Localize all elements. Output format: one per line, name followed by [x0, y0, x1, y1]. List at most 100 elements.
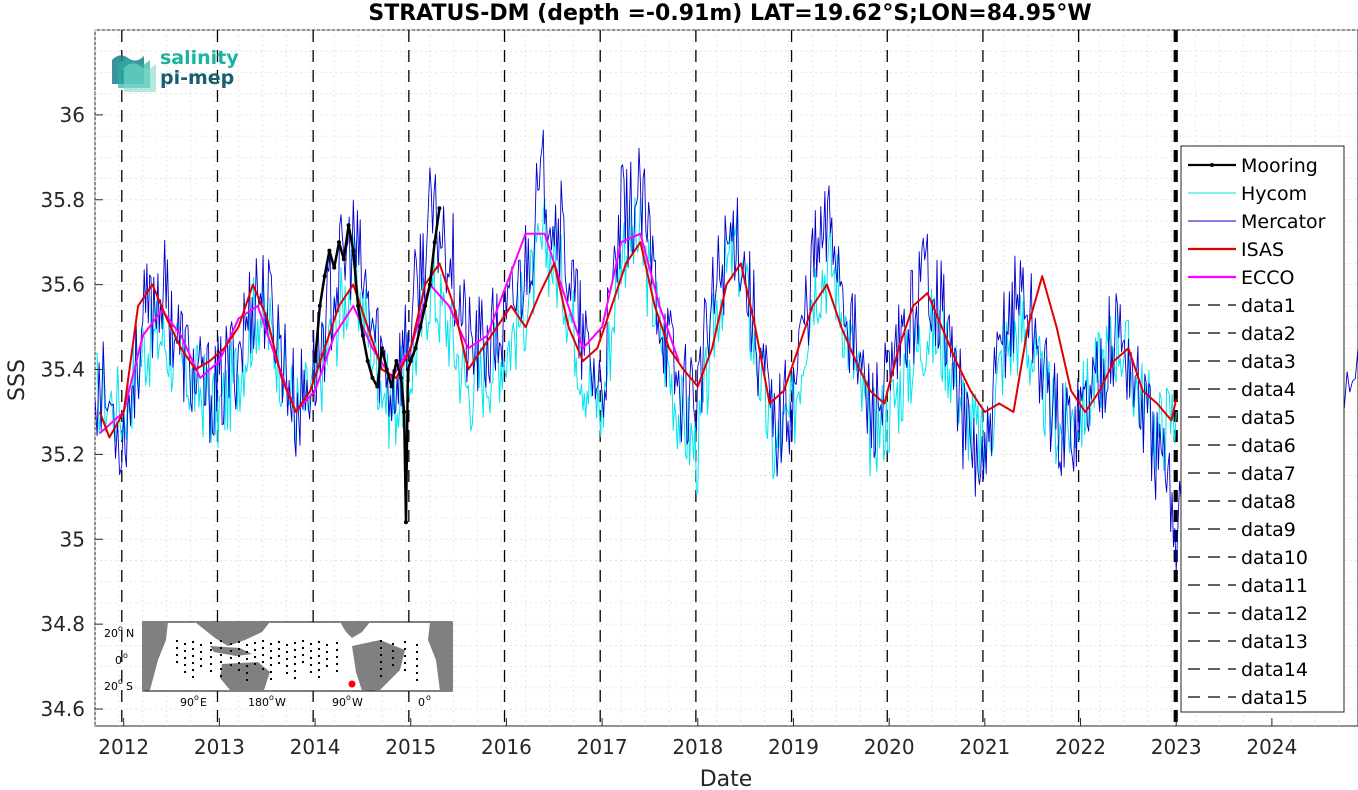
inset-dot [270, 671, 272, 673]
inset-dot [254, 656, 256, 658]
inset-land-australia [220, 662, 270, 690]
legend-label-data11: data11 [1241, 575, 1308, 597]
legend-label-mercator: Mercator [1241, 211, 1326, 233]
legend-label-data9: data9 [1241, 519, 1296, 541]
inset-dot [192, 641, 194, 643]
inset-dot [380, 654, 382, 656]
x-tick-label: 2015 [385, 735, 436, 759]
legend-label-data8: data8 [1241, 491, 1296, 513]
inset-land-asia [195, 622, 270, 646]
inset-dot [278, 641, 280, 643]
inset-dot [392, 650, 394, 652]
mooring-point [399, 376, 404, 380]
mooring-point [413, 346, 418, 351]
inset-dot [192, 648, 194, 650]
inset-dot [254, 663, 256, 665]
inset-dot [262, 668, 264, 670]
mooring-point [341, 257, 346, 262]
inset-dot [416, 658, 418, 660]
inset-dot [200, 665, 202, 667]
x-tick-label: 2012 [98, 735, 149, 759]
inset-dot [336, 670, 338, 672]
mooring-point [375, 384, 380, 389]
inset-lat-0: 0 [115, 654, 122, 667]
inset-dot [270, 664, 272, 666]
inset-dot [326, 658, 328, 660]
inset-dot [310, 664, 312, 666]
inset-lon-w2: W [352, 696, 363, 709]
inset-dot [416, 665, 418, 667]
x-tick-label: 2022 [1055, 735, 1106, 759]
inset-dot [392, 657, 394, 659]
x-tick-label: 2014 [290, 735, 341, 759]
inset-dot [380, 647, 382, 649]
legend-mooring-dot [1210, 163, 1214, 167]
inset-dot [326, 651, 328, 653]
inset-dot [238, 669, 240, 671]
inset-dot [326, 665, 328, 667]
x-tick-label: 2016 [481, 735, 532, 759]
inset-dot [238, 641, 240, 643]
mooring-point [356, 303, 361, 308]
mooring-point [380, 346, 385, 351]
inset-dot [278, 655, 280, 657]
x-tick-label: 2019 [768, 735, 819, 759]
inset-dot [230, 650, 232, 652]
inset-dot [210, 663, 212, 665]
inset-dot [404, 641, 406, 643]
x-tick-label: 2017 [577, 735, 628, 759]
inset-dot [220, 675, 222, 677]
inset-lon-e: E [200, 696, 207, 709]
inset-dot [200, 658, 202, 660]
mooring-point [360, 333, 365, 338]
inset-dot [286, 658, 288, 660]
x-tick-label: 2013 [194, 735, 245, 759]
x-tick-label: 2023 [1151, 735, 1202, 759]
inset-dot [210, 642, 212, 644]
inset-dot [404, 662, 406, 664]
series-line-isas [98, 241, 1178, 439]
inset-dot [230, 664, 232, 666]
legend-label-data3: data3 [1241, 351, 1296, 373]
inset-dot [286, 651, 288, 653]
inset-lat-20s-sup: o [118, 677, 123, 686]
inset-dot [210, 656, 212, 658]
inset-lat-s: S [126, 680, 133, 693]
mooring-point [384, 367, 389, 372]
y-axis-ticks: 34.6 34.8 35 35.2 35.4 35.6 35.8 36 [40, 103, 103, 721]
inset-dot [246, 672, 248, 674]
inset-dot [192, 676, 194, 678]
inset-dot [192, 662, 194, 664]
inset-dot [184, 643, 186, 645]
inset-dot [220, 661, 222, 663]
inset-dot [220, 668, 222, 670]
inset-dot [246, 679, 248, 681]
inset-dot [270, 643, 272, 645]
inset-dot [176, 661, 178, 663]
legend-label-isas: ISAS [1241, 239, 1284, 261]
inset-dot [380, 675, 382, 677]
legend-label-ecco: ECCO [1241, 267, 1295, 289]
inset-dot [246, 658, 248, 660]
inset-dot [318, 655, 320, 657]
mooring-point [437, 206, 442, 211]
inset-dot [294, 670, 296, 672]
mooring-point [394, 359, 399, 364]
inset-dot [210, 670, 212, 672]
legend-label-mooring: Mooring [1241, 155, 1318, 177]
inset-land-africa [143, 622, 168, 691]
inset-dot [380, 661, 382, 663]
inset-dot [220, 640, 222, 642]
inset-land-west-africa [428, 622, 452, 691]
chart-title: STRATUS-DM (depth =-0.91m) LAT=19.62°S;L… [368, 1, 1091, 26]
mooring-point [317, 303, 322, 308]
inset-dot [246, 651, 248, 653]
salinity-pi-mep-logo: salinity pi-mep [112, 47, 239, 92]
inset-dot [326, 644, 328, 646]
inset-dot [416, 679, 418, 681]
mooring-point [405, 367, 410, 372]
inset-lon-180-sup: o [269, 693, 274, 702]
mooring-point [389, 384, 394, 389]
inset-dot [254, 649, 256, 651]
inset-dot [404, 648, 406, 650]
